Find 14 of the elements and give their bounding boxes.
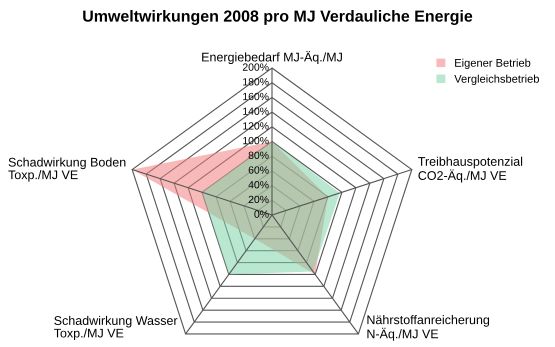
spoke-label: Nährstoffanreicherung N-Äq./MJ VE	[367, 315, 490, 341]
spoke-label: Schadwirkung Wasser Toxp./MJ VE	[54, 316, 178, 340]
y-tick-label: 40%	[248, 181, 269, 188]
y-tick-label: 200%	[242, 63, 269, 71]
legend-label: Vergleichsbetrieb	[454, 74, 539, 85]
spoke-label: Treibhauspotenzial CO2-Äq./MJ VE	[418, 156, 522, 182]
spoke-label: Schadwirkung Boden Toxp./MJ VE	[8, 157, 126, 182]
y-tick-label: 0%	[254, 210, 269, 218]
y-tick-label: 20%	[248, 196, 269, 204]
y-tick-label: 60%	[248, 166, 269, 174]
spoke-label: Energiebedarf MJ-Äq./MJ	[202, 50, 342, 64]
legend-label: Eigener Betrieb	[455, 58, 530, 69]
y-tick-label: 80%	[248, 152, 269, 159]
chart-title: Umweltwirkungen 2008 pro MJ Verdauliche Energie	[83, 10, 472, 25]
